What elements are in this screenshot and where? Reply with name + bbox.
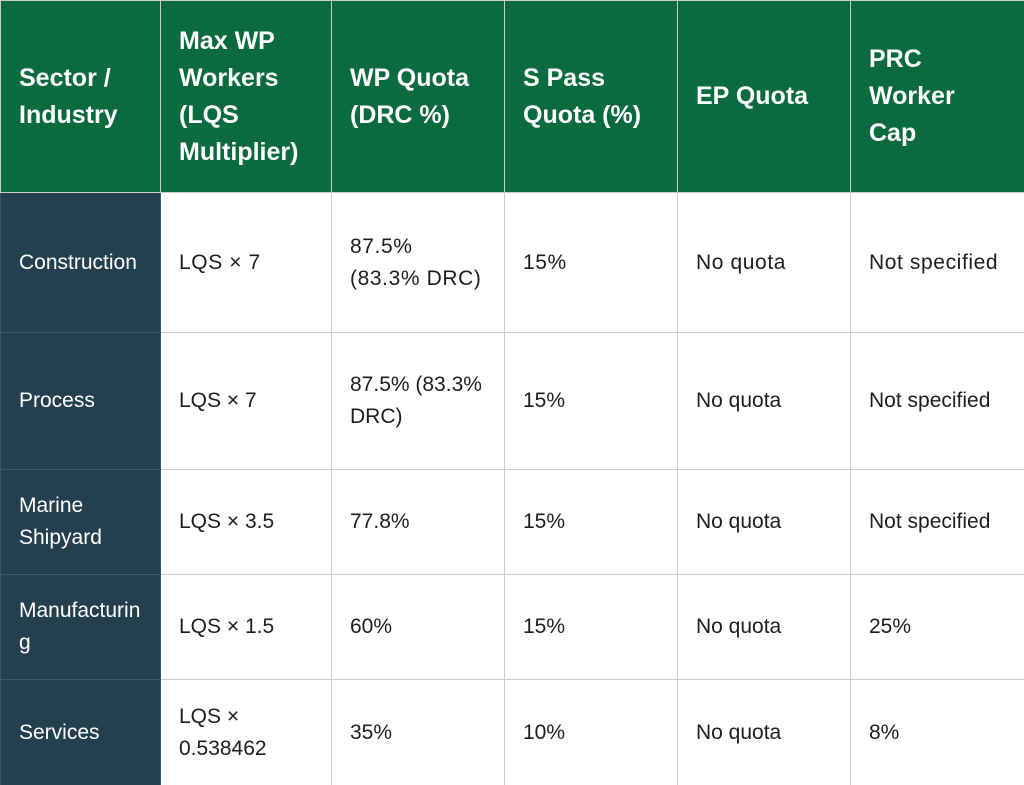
s-pass-cell: 15%	[504, 332, 678, 470]
sector-cell: Services	[0, 679, 161, 785]
table-header: Sector / Industry Max WP Workers (LQS Mu…	[0, 0, 1024, 193]
ep-quota-cell: No quota	[677, 332, 851, 470]
table-row: Manufacturing LQS × 1.5 60% 15% No quota…	[0, 574, 1024, 680]
wp-quota-cell: 87.5% (83.3% DRC)	[331, 332, 505, 470]
table-row: Marine Shipyard LQS × 3.5 77.8% 15% No q…	[0, 469, 1024, 575]
s-pass-cell: 15%	[504, 574, 678, 680]
wp-quota-cell: 87.5% (83.3% DRC)	[331, 192, 505, 333]
header-ep-quota: EP Quota	[677, 0, 851, 193]
header-prc-worker-cap: PRC Worker Cap	[850, 0, 1024, 193]
sector-cell: Manufacturing	[0, 574, 161, 680]
table-row: Services LQS × 0.538462 35% 10% No quota…	[0, 679, 1024, 785]
ep-quota-cell: No quota	[677, 574, 851, 680]
sector-cell: Marine Shipyard	[0, 469, 161, 575]
header-sector: Sector / Industry	[0, 0, 161, 193]
table-body: Construction LQS × 7 87.5% (83.3% DRC) 1…	[0, 192, 1024, 785]
wp-quota-cell: 35%	[331, 679, 505, 785]
s-pass-cell: 15%	[504, 469, 678, 575]
s-pass-cell: 10%	[504, 679, 678, 785]
table-row: Construction LQS × 7 87.5% (83.3% DRC) 1…	[0, 192, 1024, 333]
max-wp-cell: LQS × 1.5	[160, 574, 332, 680]
wp-quota-cell: 60%	[331, 574, 505, 680]
prc-cap-cell: 25%	[850, 574, 1024, 680]
wp-quota-cell: 77.8%	[331, 469, 505, 575]
table-row: Process LQS × 7 87.5% (83.3% DRC) 15% No…	[0, 332, 1024, 470]
sector-cell: Process	[0, 332, 161, 470]
header-s-pass-quota: S Pass Quota (%)	[504, 0, 678, 193]
sector-cell: Construction	[0, 192, 161, 333]
header-wp-quota: WP Quota (DRC %)	[331, 0, 505, 193]
prc-cap-cell: Not specified	[850, 469, 1024, 575]
ep-quota-cell: No quota	[677, 469, 851, 575]
prc-cap-cell: Not specified	[850, 332, 1024, 470]
header-row: Sector / Industry Max WP Workers (LQS Mu…	[0, 0, 1024, 193]
ep-quota-cell: No quota	[677, 192, 851, 333]
ep-quota-cell: No quota	[677, 679, 851, 785]
max-wp-cell: LQS × 3.5	[160, 469, 332, 575]
prc-cap-cell: 8%	[850, 679, 1024, 785]
header-max-wp-workers: Max WP Workers (LQS Multiplier)	[160, 0, 332, 193]
max-wp-cell: LQS × 0.538462	[160, 679, 332, 785]
prc-cap-cell: Not specified	[850, 192, 1024, 333]
s-pass-cell: 15%	[504, 192, 678, 333]
max-wp-cell: LQS × 7	[160, 192, 332, 333]
max-wp-cell: LQS × 7	[160, 332, 332, 470]
